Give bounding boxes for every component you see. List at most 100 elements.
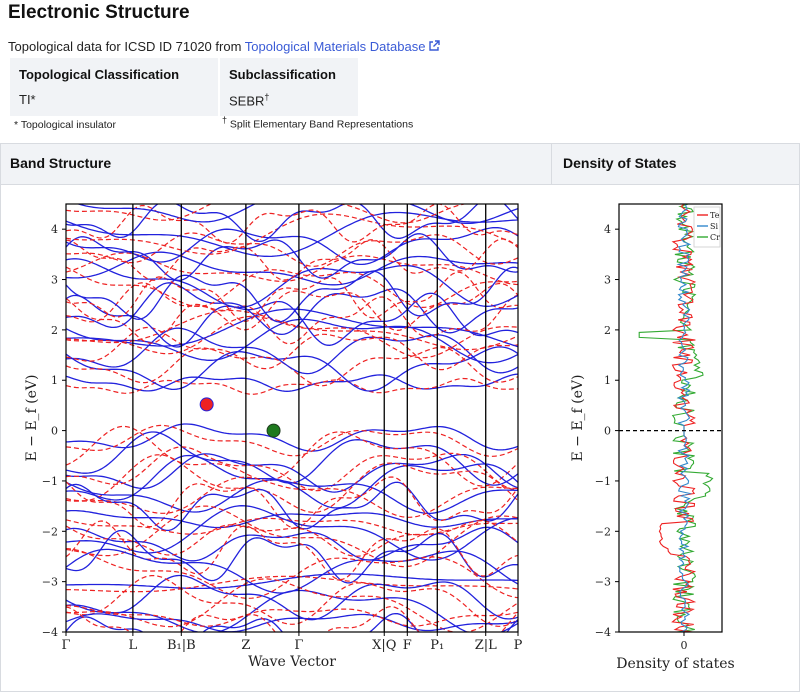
footnote-sebr: † Split Elementary Band Representations: [222, 115, 413, 131]
band-line: [66, 271, 518, 322]
legend-label-cr: Cr: [710, 233, 720, 242]
band-line: [66, 251, 518, 286]
band-line: [66, 605, 518, 627]
band-line: [66, 575, 518, 627]
band-line: [66, 252, 518, 286]
band-line: [66, 446, 518, 492]
x-tick-label: Γ: [61, 638, 70, 653]
table-divider: [218, 58, 220, 116]
band-dos-panel: Band Structure Density of States: [0, 143, 800, 692]
vbm-marker: [266, 423, 281, 438]
y-tick-label: −1: [595, 475, 611, 488]
classification-header: Topological Classification: [19, 67, 180, 82]
dos-series-cr: [638, 204, 714, 632]
plot-frame: [65, 203, 519, 633]
legend-box: [693, 206, 721, 248]
band-line: [66, 294, 518, 345]
footnote-topological-insulator: * Topological insulator: [14, 119, 116, 131]
y-tick-label: 2: [51, 324, 58, 337]
band-line: [66, 318, 518, 364]
band-line: [66, 479, 518, 515]
x-tick-label: 0: [681, 639, 688, 652]
subclassification-value-wrap: SEBR†: [229, 92, 269, 108]
y-tick-label: 3: [51, 274, 58, 287]
dos-series-si: [676, 204, 692, 632]
y-tick-label: 4: [51, 223, 58, 236]
x-tick-label: B₁|B: [167, 638, 196, 653]
band-line: [66, 233, 518, 282]
band-line: [66, 520, 518, 557]
y-axis-label: E − E_f (eV): [570, 374, 586, 461]
band-line: [66, 315, 518, 359]
band-structure-title: Band Structure: [10, 155, 112, 171]
band-line: [66, 423, 518, 452]
x-tick-label: P: [514, 638, 523, 653]
band-line: [66, 454, 518, 509]
band-line: [66, 509, 518, 529]
subclassification-header: Subclassification: [229, 67, 336, 82]
band-line: [66, 282, 518, 332]
footnote-sebr-text: Split Elementary Band Representations: [227, 118, 414, 131]
x-tick-label: Z: [241, 638, 250, 653]
topological-source-line: Topological data for ICSD ID 71020 from …: [8, 39, 441, 54]
subclassification-dagger: †: [264, 92, 270, 102]
classification-column: Topological Classification TI*: [10, 58, 218, 116]
y-tick-label: −4: [42, 626, 58, 639]
band-line: [66, 327, 518, 375]
band-line: [66, 226, 518, 266]
band-line: [66, 204, 468, 224]
band-line: [66, 308, 518, 348]
band-line: [66, 424, 518, 457]
band-line: [66, 258, 518, 308]
subclassification-value: SEBR: [229, 93, 265, 109]
band-line: [66, 517, 518, 536]
dos-chart: −4 −3 −2 −1 0 1 2 3 4 0 Density of states E − E_f (…: [570, 203, 735, 672]
y-tick-label: −3: [42, 576, 58, 589]
panel-header-divider: [551, 144, 552, 184]
y-tick-label: 0: [51, 425, 58, 438]
band-line: [76, 204, 518, 225]
dos-legend: Te Si Cr: [693, 206, 721, 248]
external-link-icon[interactable]: [428, 40, 441, 52]
y-tick-label: 1: [604, 374, 611, 387]
x-tick-label: X|Q: [372, 638, 396, 653]
y-tick-label: −1: [42, 475, 58, 488]
band-line: [66, 454, 518, 513]
band-line: [66, 529, 518, 584]
band-line: [66, 431, 518, 486]
x-axis-label: Wave Vector: [248, 654, 336, 670]
classification-table: Topological Classification TI* Subclassi…: [10, 58, 358, 116]
y-tick-label: −3: [595, 576, 611, 589]
band-line: [66, 346, 518, 392]
x-tick-label: Γ: [294, 638, 303, 653]
topological-intro-text: Topological data for ICSD ID 71020 from: [8, 39, 245, 54]
x-tick-label: L: [129, 638, 138, 653]
band-line: [66, 505, 518, 568]
y-tick-label: 0: [604, 425, 611, 438]
band-line: [66, 573, 518, 590]
band-line: [66, 204, 518, 243]
band-line: [66, 377, 518, 395]
x-axis-label: Density of states: [616, 656, 735, 672]
page-title: Electronic Structure: [8, 2, 190, 23]
band-line: [66, 476, 518, 529]
band-line: [66, 266, 518, 323]
y-tick-label: −4: [595, 626, 611, 639]
y-tick-label: 4: [604, 223, 611, 236]
band-structure-chart: Γ L B₁|B Z Γ X|Q F P₁ Z|L P −4 −3 −2 −1 0 1 2 3 4 Wave Vect…: [24, 203, 523, 670]
band-line: [66, 613, 518, 632]
x-tick-label: Z|L: [475, 638, 497, 653]
dos-title: Density of States: [563, 155, 677, 171]
band-line: [66, 326, 518, 371]
y-tick-label: −2: [42, 525, 58, 538]
topological-database-link[interactable]: Topological Materials Database: [244, 39, 426, 54]
legend-label-si: Si: [710, 222, 718, 231]
band-line: [66, 373, 518, 392]
band-line: [66, 574, 518, 621]
band-line: [66, 282, 518, 336]
x-tick-label: P₁: [430, 638, 444, 653]
band-line: [66, 266, 518, 309]
band-line: [66, 505, 518, 561]
y-tick-label: −2: [595, 525, 611, 538]
legend-label-te: Te: [710, 211, 720, 220]
